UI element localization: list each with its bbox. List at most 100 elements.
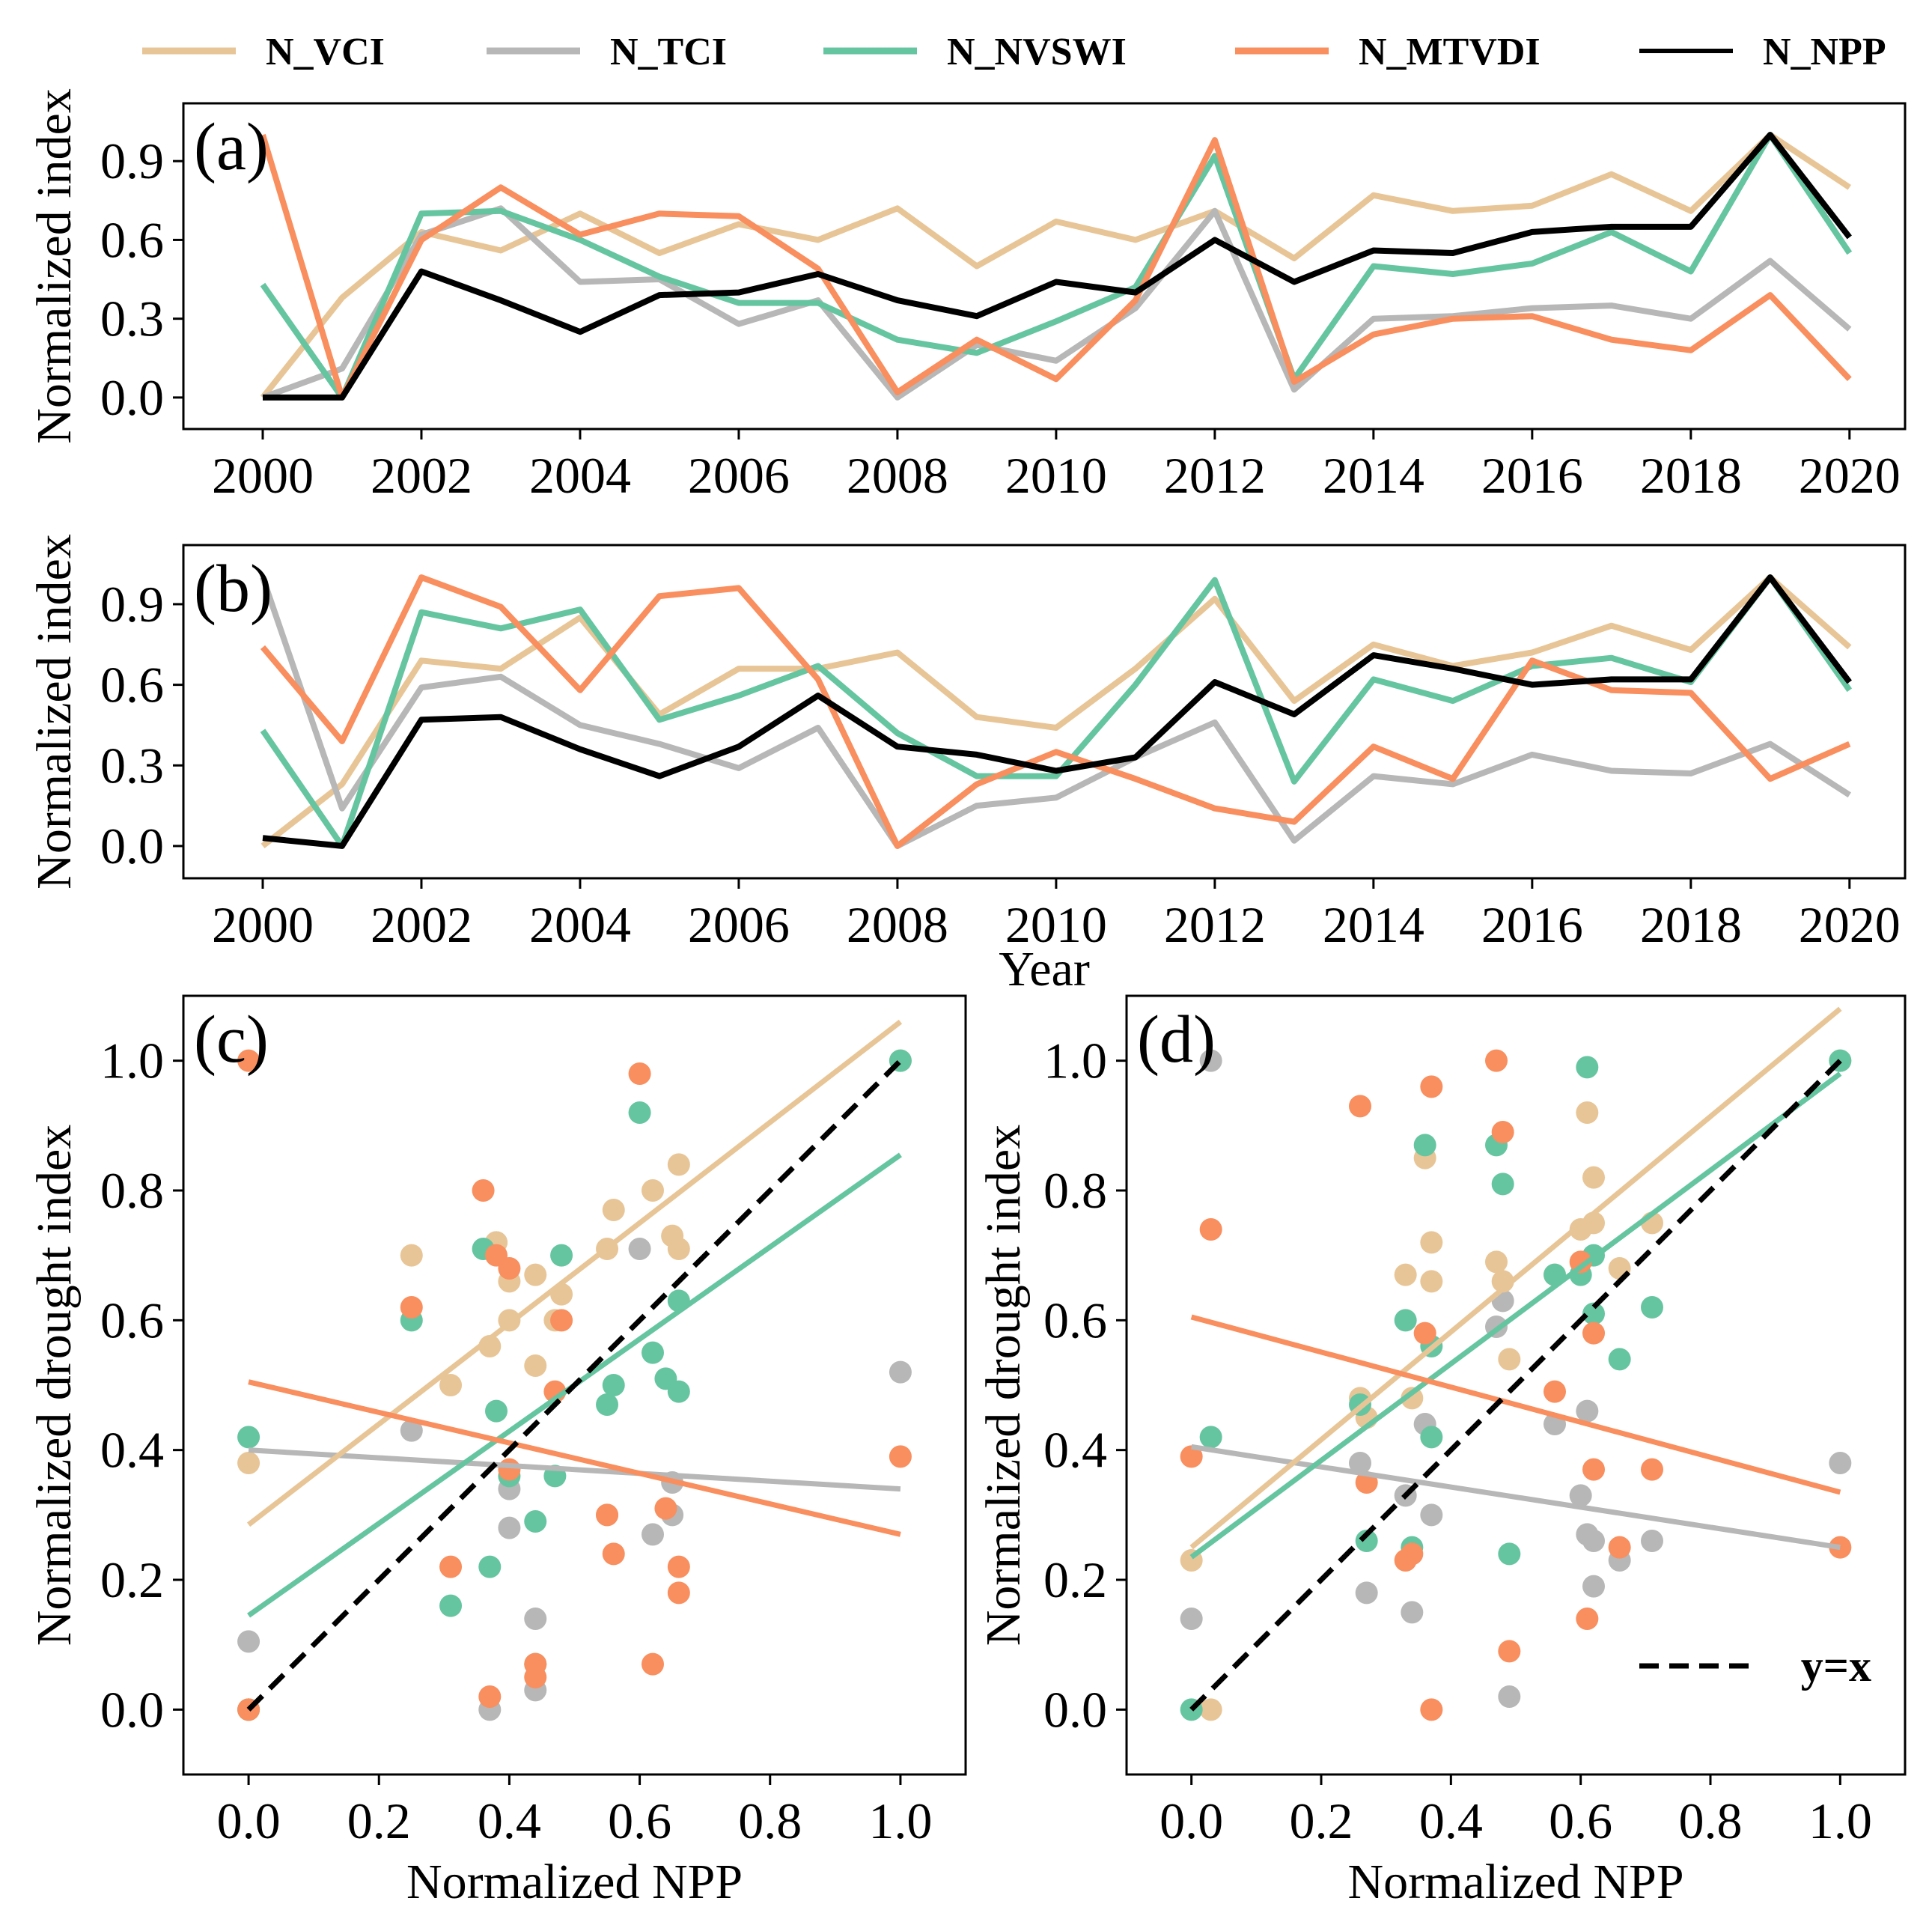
scatter-point-nvswi (596, 1393, 619, 1416)
scatter-point-mtvdi (550, 1309, 573, 1332)
panel-label-c: (c) (194, 1003, 269, 1077)
x-tick-label-a: 2004 (529, 447, 631, 504)
x-tick-label-b: 2004 (529, 896, 631, 953)
scatter-point-tci (642, 1523, 664, 1546)
y-tick-label-d: 0.4 (1043, 1422, 1107, 1479)
scatter-point-vci (524, 1263, 547, 1286)
scatter-point-vci (439, 1374, 463, 1396)
x-tick-label-a: 2008 (847, 447, 948, 504)
scatter-point-nvswi (1498, 1542, 1521, 1566)
series-line-npp (262, 574, 1852, 849)
scatter-point-nvswi (478, 1555, 502, 1578)
x-tick-label-a: 2002 (371, 447, 472, 504)
scatter-point-mtvdi (667, 1581, 690, 1605)
scatter-point-tci (237, 1630, 260, 1653)
scatter-point-nvswi (628, 1101, 651, 1124)
y-axis-label-a: Normalized index (27, 88, 82, 444)
x-tick-label-c: 1.0 (868, 1792, 932, 1849)
scatter-point-mtvdi (1576, 1608, 1599, 1630)
x-tick-label-c: 0.6 (608, 1792, 671, 1849)
scatter-point-nvswi (439, 1594, 463, 1617)
fit-line-vci (1189, 1006, 1842, 1550)
scatter-point-vci (1498, 1348, 1521, 1371)
scatter-point-mtvdi (1569, 1250, 1592, 1274)
fit-line-tci (1191, 1444, 1841, 1551)
fit-line-tci (248, 1447, 901, 1492)
x-tick-label-b: 2012 (1164, 896, 1266, 953)
y-axis-label-b: Normalized index (27, 534, 82, 889)
series-line-nvswi (260, 574, 1853, 849)
scatter-point-tci (1355, 1581, 1378, 1605)
scatter-point-vci (1582, 1166, 1605, 1189)
scatter-point-mtvdi (1582, 1322, 1605, 1345)
scatter-point-nvswi (1355, 1530, 1378, 1552)
scatter-point-mtvdi (1498, 1640, 1521, 1663)
y-tick-label-b: 0.0 (100, 818, 164, 875)
scatter-point-vci (1576, 1101, 1599, 1124)
scatter-point-mtvdi (498, 1257, 521, 1280)
legend-label-nvswi: N_NVSWI (947, 31, 1127, 73)
legend-label-npp: N_NPP (1763, 31, 1886, 73)
y-tick-label-c: 0.8 (100, 1162, 164, 1219)
x-tick-label-c: 0.0 (217, 1792, 281, 1849)
scatter-point-nvswi (1641, 1296, 1663, 1319)
scatter-point-mtvdi (1485, 1049, 1508, 1072)
scatter-point-mtvdi (642, 1652, 664, 1676)
x-axis-label-c: Normalized NPP (406, 1855, 743, 1909)
scatter-point-tci (1582, 1530, 1605, 1552)
x-tick-label-d: 1.0 (1808, 1792, 1872, 1849)
axes-frame-a (182, 102, 1907, 431)
y-tick-label-d: 1.0 (1043, 1032, 1107, 1089)
y-axis-label-c: Normalized drought index (27, 1125, 82, 1646)
panel-a-time-series: 0.0 0.3 0.6 0.9 2000 2002 2004 2006 2008 2010 2012… (27, 88, 1907, 504)
scatter-point-vci (602, 1199, 625, 1221)
panel-label-b: (b) (194, 552, 272, 626)
x-tick-label-a: 2000 (212, 447, 314, 504)
scatter-point-mtvdi (1420, 1698, 1443, 1721)
scatter-point-vci (1401, 1387, 1424, 1410)
series-line-mtvdi (260, 574, 1851, 849)
x-tick-label-d: 0.8 (1679, 1792, 1743, 1849)
scatter-point-tci (1569, 1484, 1592, 1507)
series-line-mtvdi (260, 133, 1852, 401)
fit-line-mtvdi (248, 1379, 901, 1537)
x-tick-label-b: 2006 (688, 896, 790, 953)
x-tick-label-b: 2014 (1323, 896, 1424, 953)
x-tick-label-a: 2012 (1164, 447, 1266, 504)
scatter-point-nvswi (667, 1380, 690, 1403)
scatter-point-mtvdi (472, 1179, 495, 1202)
scatter-point-nvswi (1199, 1426, 1222, 1449)
panel-label-a: (a) (194, 110, 269, 184)
series-line-npp (263, 132, 1852, 401)
y-tick-label-d: 0.8 (1043, 1162, 1107, 1219)
scatter-point-tci (1641, 1530, 1663, 1552)
x-tick-label-a: 2016 (1481, 447, 1583, 504)
axes-frame-b (182, 544, 1907, 880)
scatter-point-vci (237, 1452, 260, 1474)
x-tick-label-a: 2014 (1323, 447, 1424, 504)
scatter-point-vci (667, 1238, 690, 1260)
y-tick-label-b: 0.9 (100, 576, 164, 633)
x-tick-label-c: 0.4 (478, 1792, 541, 1849)
x-tick-label-d: 0.2 (1290, 1792, 1353, 1849)
y-tick-label-a: 0.3 (100, 291, 164, 347)
scatter-point-mtvdi (1582, 1458, 1605, 1481)
panel-label-d: (d) (1137, 1003, 1216, 1077)
y-tick-label-b: 0.3 (100, 737, 164, 794)
scatter-point-vci (400, 1244, 423, 1267)
x-tick-label-b: 2002 (371, 896, 472, 953)
scatter-point-mtvdi (1420, 1075, 1443, 1098)
scatter-point-nvswi (1413, 1134, 1436, 1157)
scatter-point-tci (400, 1419, 423, 1442)
scatter-point-mtvdi (889, 1445, 912, 1468)
scatter-point-nvswi (485, 1399, 508, 1423)
identity-legend-label: y=x (1801, 1641, 1871, 1691)
scatter-point-mtvdi (237, 1049, 260, 1072)
fit-line-nvswi (1189, 1071, 1842, 1560)
y-tick-label-a: 0.9 (100, 133, 164, 189)
scatter-point-tci (1401, 1601, 1424, 1624)
x-tick-label-a: 2006 (688, 447, 790, 504)
scatter-point-vci (642, 1179, 664, 1202)
scatter-point-nvswi (550, 1244, 573, 1267)
scatter-point-vci (1394, 1263, 1417, 1286)
